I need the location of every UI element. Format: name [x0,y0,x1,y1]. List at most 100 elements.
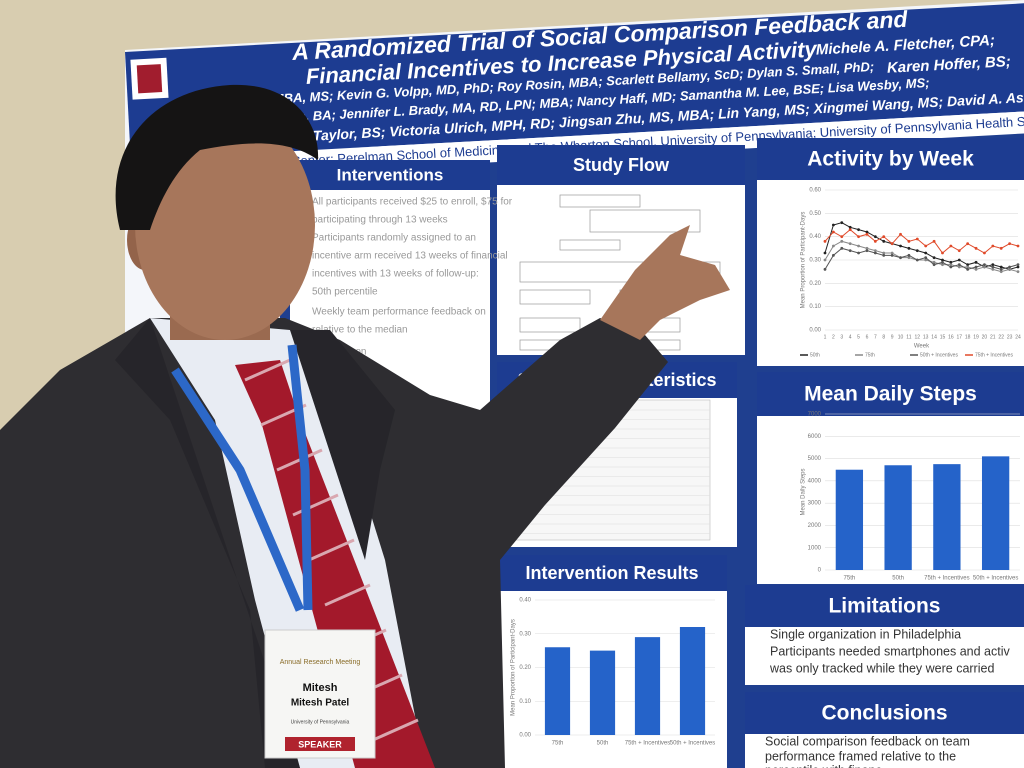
point [949,244,953,248]
y-tick-label: 7000 [808,412,822,418]
lanyard [287,344,313,611]
point [957,258,961,262]
x-tick-label: 4 [849,334,852,340]
point [924,244,928,248]
flow-box [559,194,641,208]
point [957,265,961,269]
point [907,239,911,243]
hand [600,225,730,340]
point [823,251,827,255]
bar [981,456,1010,570]
point [840,235,844,239]
point [873,239,877,243]
point [941,251,944,255]
point [949,265,953,269]
body-line: was only tracked while they were carried [769,661,994,675]
section-heading-bar [497,145,745,185]
line-series [824,247,1019,270]
point [899,232,902,236]
x-tick-label: 14 [931,334,937,340]
line-series [824,222,1019,270]
point [823,239,827,243]
point [823,267,827,271]
badge-event: Annual Research Meeting [280,659,361,666]
point [949,260,953,264]
x-tick-label: 20 [982,334,988,340]
x-tick-label: 22 [998,334,1004,340]
point [924,258,928,262]
point [915,249,919,253]
x-tick-label: 9 [891,334,894,340]
x-tick-label: 6 [866,334,869,340]
x-tick-label: 8 [882,334,885,340]
body-line: Participants randomly assigned to an [312,233,476,244]
section-heading-bar [497,555,727,591]
point [991,267,995,271]
point [974,260,978,264]
y-tick-label: 0.00 [809,328,821,334]
y-tick-label: 0.10 [809,304,821,310]
point [915,258,919,262]
point [966,265,970,269]
point [999,265,1003,269]
point [890,251,894,255]
y-tick-label: 2000 [808,523,822,529]
tie-stripe [308,538,355,562]
point [941,260,944,264]
point [831,230,835,234]
y-tick-label: 1000 [808,545,822,551]
point [957,263,961,267]
point [890,253,894,257]
point [999,267,1003,271]
point [974,246,978,250]
x-tick-label: 23 [1007,334,1013,340]
flow-box [559,239,621,251]
section-heading-bar [757,138,1024,180]
point [831,253,835,257]
section-heading: Intervention Results [525,563,698,583]
x-tick-label: 2 [832,334,835,340]
point [915,237,919,241]
point [857,244,860,248]
point [966,263,970,267]
affiliation-band [285,110,1024,174]
y-tick-label: 0.30 [519,631,531,637]
badge-first-name: Mitesh [303,682,338,694]
point [865,246,869,250]
point [865,249,869,253]
point [848,242,852,246]
x-tick-label: 50th + Incentives [973,576,1019,582]
point [974,265,978,269]
point [932,239,936,243]
point [857,228,860,232]
y-tick-label: 0.50 [809,211,821,217]
x-tick-label: 10 [898,334,904,340]
badge-role: SPEAKER [298,739,342,749]
section-heading-bar [290,160,490,190]
bar [544,647,571,735]
line-series [824,229,1019,254]
body-line: All participants received $25 to enroll,… [312,197,513,208]
tie-stripe [324,583,371,607]
point [823,258,827,262]
point [999,246,1003,250]
y-tick-label: 0.00 [519,733,531,739]
point [840,239,844,243]
badge-full-name: Mitesh Patel [291,698,350,709]
point [1016,270,1020,274]
y-tick-label: 0.20 [519,665,531,671]
flow-box [519,289,591,305]
point [831,244,835,248]
point [1016,265,1020,269]
x-tick-label: 50th + Incentives [670,741,716,747]
point [949,263,953,267]
legend-label: 75th + Incentives [975,352,1013,358]
x-tick-label: 19 [973,334,979,340]
legend-label: 50th + Incentives [920,352,958,358]
point [840,246,844,250]
y-tick-label: 0.40 [519,598,531,604]
point [899,256,902,260]
point [840,221,844,225]
x-tick-label: 75th [552,741,564,747]
